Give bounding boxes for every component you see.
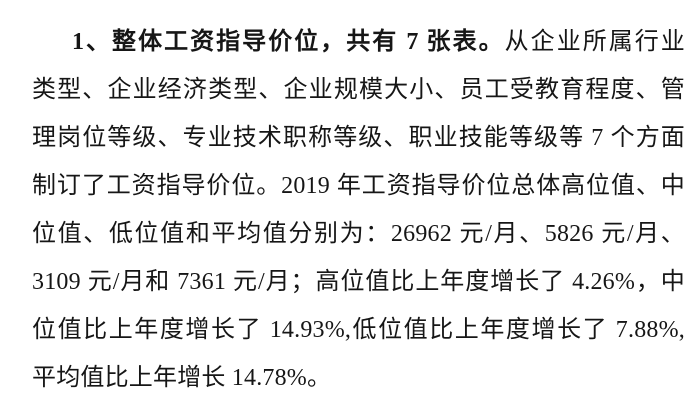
body-text: 类型、企业经济类型、企业规模大小、员工受教育程度、管: [32, 77, 685, 103]
body-text: 制订了工资指导价位。2019 年工资指导价位总体高位值、中: [32, 173, 685, 199]
text-line-8: 平均值比上年增长 14.78%。: [32, 354, 685, 402]
paragraph: 1、整体工资指导价位，共有 7 张表。从企业所属行业类型、企业经济类型、企业规模…: [32, 18, 685, 402]
text-line-2: 类型、企业经济类型、企业规模大小、员工受教育程度、管: [32, 66, 685, 114]
body-text: 理岗位等级、专业技术职称等级、职业技能等级等 7 个方面: [32, 125, 685, 151]
text-line-1: 1、整体工资指导价位，共有 7 张表。从企业所属行业: [32, 18, 685, 66]
body-text: 3109 元/月和 7361 元/月；高位值比上年度增长了 4.26%，中: [32, 269, 685, 295]
text-line-3: 理岗位等级、专业技术职称等级、职业技能等级等 7 个方面: [32, 114, 685, 162]
text-line-4: 制订了工资指导价位。2019 年工资指导价位总体高位值、中: [32, 162, 685, 210]
body-text: 平均值比上年增长 14.78%。: [32, 365, 332, 391]
lead-bold-text: 1、整体工资指导价位，共有 7 张表。: [72, 29, 505, 55]
body-text: 位值、低位值和平均值分别为：26962 元/月、5826 元/月、: [32, 221, 685, 247]
text-line-6: 3109 元/月和 7361 元/月；高位值比上年度增长了 4.26%，中: [32, 258, 685, 306]
body-text: 位值比上年度增长了 14.93%,低位值比上年度增长了 7.88%,: [32, 317, 685, 343]
text-line-7: 位值比上年度增长了 14.93%,低位值比上年度增长了 7.88%,: [32, 306, 685, 354]
body-text: 从企业所属行业: [504, 29, 685, 55]
text-line-5: 位值、低位值和平均值分别为：26962 元/月、5826 元/月、: [32, 210, 685, 258]
